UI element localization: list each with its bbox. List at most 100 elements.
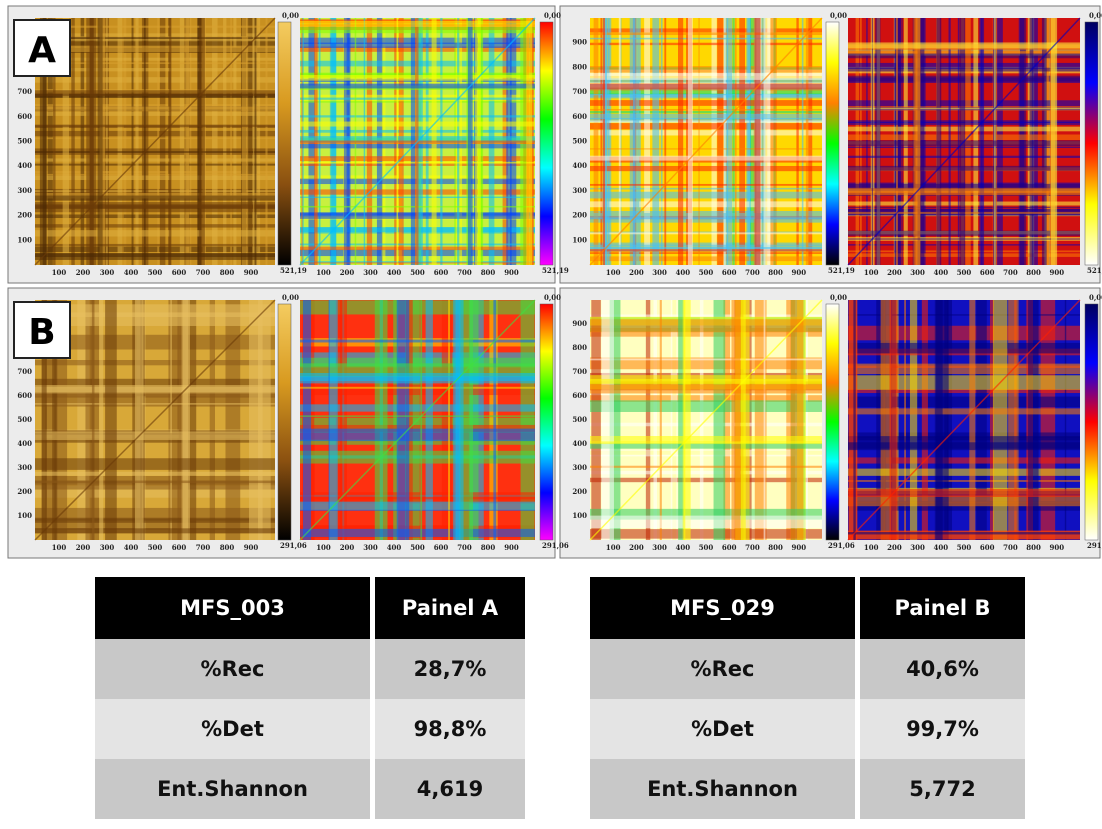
texture-band xyxy=(420,300,423,540)
x-tick-label: 200 xyxy=(76,543,91,552)
texture-band xyxy=(300,339,535,343)
y-tick-label: 400 xyxy=(17,161,32,170)
x-tick-label: 300 xyxy=(910,543,925,552)
x-tick-label: 400 xyxy=(675,268,690,277)
texture-band xyxy=(590,470,822,475)
table-cell: MFS_029 xyxy=(590,577,855,639)
texture-band xyxy=(35,403,275,405)
texture-band xyxy=(590,384,822,394)
texture-band xyxy=(602,18,605,265)
texture-band xyxy=(168,300,180,540)
texture-band xyxy=(618,18,621,265)
colorbar-label: 0,00 xyxy=(282,11,299,20)
texture-band xyxy=(143,18,146,265)
x-tick-label: 100 xyxy=(316,268,331,277)
texture-band xyxy=(763,300,766,540)
y-tick-label: 300 xyxy=(17,463,32,472)
x-tick-label: 800 xyxy=(768,268,783,277)
texture-band xyxy=(659,300,662,540)
texture-band xyxy=(620,18,622,265)
texture-band xyxy=(660,18,663,265)
x-tick-label: 900 xyxy=(791,268,806,277)
texture-band xyxy=(590,319,822,333)
x-tick-label: 500 xyxy=(957,543,972,552)
y-tick-label: 400 xyxy=(572,439,587,448)
x-tick-label: 600 xyxy=(722,543,737,552)
table: MFS_029 Painel B %Rec 40,6% %Det 99,7% Ent.Sha… xyxy=(585,577,1030,819)
texture-band xyxy=(608,18,612,265)
texture-band xyxy=(300,439,535,445)
x-tick-label: 300 xyxy=(100,543,115,552)
texture-band xyxy=(35,37,275,39)
texture-band xyxy=(209,300,215,540)
texture-band xyxy=(300,428,535,442)
x-tick-label: 700 xyxy=(1003,268,1018,277)
texture-band xyxy=(644,18,651,265)
texture-band xyxy=(302,300,312,540)
texture-band xyxy=(678,300,684,540)
texture-band xyxy=(99,300,104,540)
texture-band xyxy=(117,18,123,265)
table-cell: MFS_003 xyxy=(95,577,370,639)
x-tick-label: 300 xyxy=(363,543,378,552)
texture-band xyxy=(493,300,497,540)
x-tick-label: 600 xyxy=(434,268,449,277)
texture-band xyxy=(590,123,822,130)
texture-band xyxy=(934,300,943,540)
panel-label-box xyxy=(13,19,71,77)
texture-band xyxy=(35,45,275,52)
texture-band xyxy=(590,231,822,233)
texture-band xyxy=(35,230,275,237)
texture-band xyxy=(265,18,268,265)
colorbar-label: 521,19 xyxy=(828,266,855,275)
texture-band xyxy=(467,18,473,265)
texture-band xyxy=(374,300,388,540)
texture-band xyxy=(664,18,667,265)
texture-band xyxy=(590,217,822,223)
x-tick-label: 300 xyxy=(652,543,667,552)
y-tick-label: 700 xyxy=(572,87,587,96)
texture-band xyxy=(159,18,166,265)
texture-band xyxy=(590,477,822,483)
table-cell: Painel A xyxy=(375,577,525,639)
x-tick-label: 100 xyxy=(606,268,621,277)
texture-band xyxy=(520,300,535,540)
texture-band xyxy=(904,300,906,540)
texture-band xyxy=(230,18,232,265)
texture-band xyxy=(590,110,822,114)
texture-band xyxy=(590,515,822,529)
texture-band xyxy=(300,83,535,89)
x-tick-label: 200 xyxy=(887,543,902,552)
texture-band xyxy=(739,18,745,265)
texture-band xyxy=(35,243,275,247)
texture-band xyxy=(35,253,275,258)
diagonal xyxy=(589,17,823,266)
colorbar xyxy=(1084,21,1099,266)
texture-band xyxy=(80,18,85,265)
texture-band xyxy=(300,450,535,464)
texture-band xyxy=(590,83,822,90)
texture-band xyxy=(41,300,47,540)
table-cell: 5,772 xyxy=(860,759,1025,819)
x-tick-label: 700 xyxy=(457,543,472,552)
texture-band xyxy=(77,300,90,540)
texture-band xyxy=(670,300,678,540)
x-tick-label: 200 xyxy=(340,543,355,552)
texture-band xyxy=(223,18,227,265)
texture-band xyxy=(590,436,822,443)
texture-band xyxy=(35,480,275,484)
texture-band xyxy=(590,100,822,106)
texture-band xyxy=(871,18,874,265)
texture-band xyxy=(848,140,1080,147)
x-tick-label: 800 xyxy=(1026,543,1041,552)
texture-band xyxy=(590,400,822,412)
x-tick-label: 400 xyxy=(387,268,402,277)
texture-band xyxy=(711,18,717,265)
colorbar-label: 291,06 xyxy=(828,541,855,550)
texture-band xyxy=(735,18,737,265)
texture-band xyxy=(699,300,704,540)
texture-band xyxy=(590,120,822,123)
y-tick-label: 700 xyxy=(17,87,32,96)
texture-band xyxy=(590,378,822,384)
texture-band xyxy=(590,42,822,46)
